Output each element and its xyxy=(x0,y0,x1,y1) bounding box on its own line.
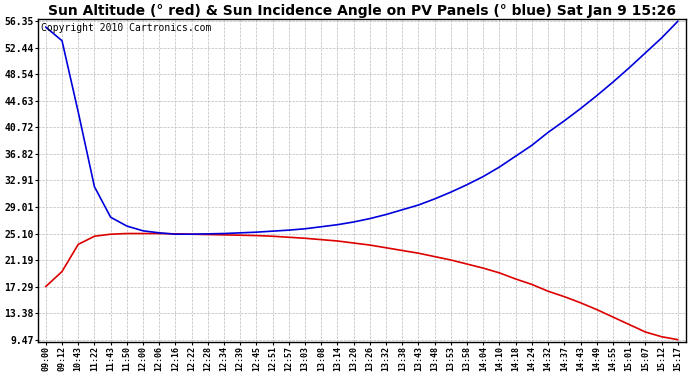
Title: Sun Altitude (° red) & Sun Incidence Angle on PV Panels (° blue) Sat Jan 9 15:26: Sun Altitude (° red) & Sun Incidence Ang… xyxy=(48,4,676,18)
Text: Copyright 2010 Cartronics.com: Copyright 2010 Cartronics.com xyxy=(41,22,211,33)
